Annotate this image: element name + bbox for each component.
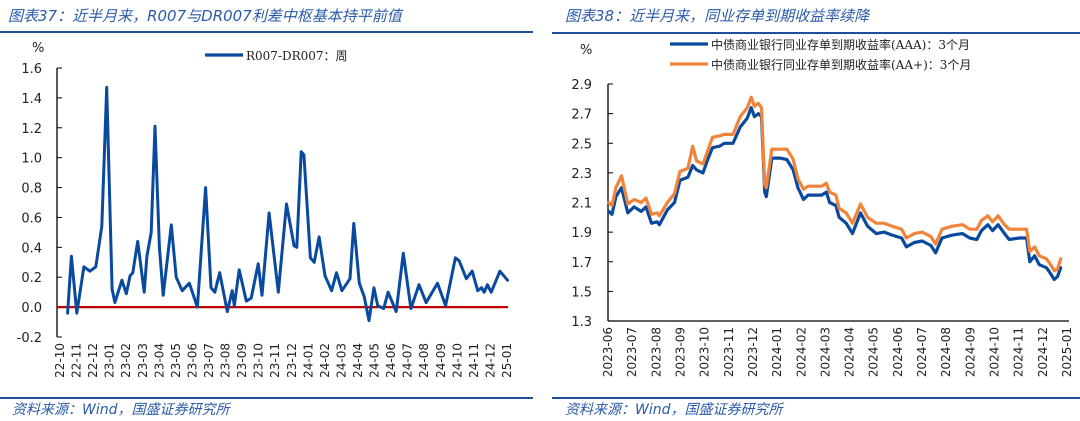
chart37-x-tick-label: 22-10 <box>53 343 67 378</box>
chart38-y-tick-label: 2.7 <box>571 108 592 123</box>
left-title-divider <box>0 31 533 33</box>
chart38-x-tick-label: 2023-08 <box>649 327 663 377</box>
chart38-x-tick-label: 2025-01 <box>1060 327 1074 377</box>
chart38-x-tick-label: 2023-09 <box>673 327 687 377</box>
chart37-x-tick-label: 23-02 <box>119 343 133 378</box>
chart37-y-tick-label: 0.0 <box>21 301 42 316</box>
chart37-legend-label-0: R007-DR007：周 <box>246 49 348 63</box>
chart37-x-tick-label: 23-07 <box>202 343 216 378</box>
chart37-x-tick-label: 24-06 <box>384 343 398 378</box>
chart38-series-line-0 <box>607 106 1063 282</box>
left-chart-title: 图表37：近半月来，R007与DR007利差中枢基本持平前值 <box>8 7 402 25</box>
chart37-y-tick-label: -0.2 <box>17 331 42 346</box>
chart37-x-tick-label: 24-12 <box>483 343 497 378</box>
chart38-y-tick-label: 1.7 <box>571 256 592 271</box>
chart38-x-tick-label: 2024-11 <box>1012 327 1026 377</box>
chart38-x-tick-label: 2023-11 <box>722 327 736 377</box>
chart37-y-tick-label: 1.6 <box>21 62 42 77</box>
chart38-y-tick-label: 1.3 <box>571 315 592 330</box>
chart38-legend-label-0: 中债商业银行同业存单到期收益率(AAA)：3个月 <box>711 37 970 52</box>
chart38-x-tick-label: 2024-08 <box>939 327 953 377</box>
chart37-x-tick-label: 24-05 <box>368 343 382 378</box>
chart37-x-tick-label: 24-01 <box>301 343 315 378</box>
chart38-y-tick-label: 1.9 <box>571 226 592 241</box>
chart38-x-tick-label: 2023-12 <box>746 327 760 377</box>
chart37-y-tick-label: 1.4 <box>21 92 42 107</box>
chart38-x-tick-label: 2024-03 <box>818 327 832 377</box>
chart38-series-line-1 <box>607 95 1063 273</box>
chart37-x-tick-label: 24-07 <box>401 343 415 378</box>
left-source-note: 资料来源：Wind，国盛证券研究所 <box>12 402 230 418</box>
chart38-y-tick-label: 2.3 <box>571 167 592 182</box>
chart38-x-tick-label: 2024-12 <box>1036 327 1050 377</box>
chart37-x-tick-label: 24-10 <box>450 343 464 378</box>
chart37-x-tick-label: 25-01 <box>500 343 514 378</box>
chart37-x-tick-label: 24-11 <box>467 343 481 378</box>
right-chart-title: 图表38：近半月来，同业存单到期收益率续降 <box>565 7 870 25</box>
chart37-y-tick-label: 0.8 <box>21 182 42 197</box>
chart38-y-tick-label: 2.1 <box>571 197 592 212</box>
chart37-x-tick-label: 24-09 <box>434 343 448 378</box>
chart38-x-tick-label: 2023-07 <box>625 327 639 377</box>
chart38-x-tick-label: 2024-01 <box>770 327 784 377</box>
chart37-x-tick-label: 23-03 <box>136 343 150 378</box>
chart37-x-tick-label: 24-04 <box>351 343 365 378</box>
chart37-x-tick-label: 23-10 <box>252 343 266 378</box>
chart37-y-tick-label: 1.2 <box>21 122 42 137</box>
chart38-y-tick-label: 2.9 <box>571 78 592 93</box>
chart38-y-tick-label: 1.5 <box>571 285 592 300</box>
chart37-x-tick-label: 23-12 <box>285 343 299 378</box>
chart37-x-tick-label: 24-02 <box>318 343 332 378</box>
chart38-legend-label-1: 中债商业银行同业存单到期收益率(AA+)：3个月 <box>711 57 971 72</box>
chart37-x-tick-label: 22-12 <box>86 343 100 378</box>
chart37-x-tick-label: 23-01 <box>103 343 117 378</box>
chart37-unit-label: % <box>32 41 44 56</box>
chart37-y-tick-label: 0.2 <box>21 271 42 286</box>
chart37-y-tick-label: 0.6 <box>21 211 42 226</box>
chart37-x-tick-label: 24-08 <box>417 343 431 378</box>
chart37-x-tick-label: 23-08 <box>219 343 233 378</box>
right-footer-divider <box>552 397 1080 399</box>
chart38-x-tick-label: 2024-05 <box>867 327 881 377</box>
chart37-series-line-0 <box>66 85 509 323</box>
chart38-unit-label: % <box>580 43 592 58</box>
chart38-y-tick-label: 2.5 <box>571 137 592 152</box>
right-source-note: 资料来源：Wind，国盛证券研究所 <box>565 402 783 418</box>
chart37-y-tick-label: 1.0 <box>21 152 42 167</box>
right-title-divider <box>552 32 1080 34</box>
chart37-x-tick-label: 23-11 <box>268 343 282 378</box>
chart38-x-tick-label: 2024-10 <box>988 327 1002 377</box>
chart37-x-tick-label: 22-11 <box>70 343 84 378</box>
chart37-x-tick-label: 23-05 <box>169 343 183 378</box>
chart37-x-tick-label: 23-04 <box>152 343 166 378</box>
chart38-x-tick-label: 2024-06 <box>891 327 905 377</box>
chart38-x-tick-label: 2023-06 <box>601 327 615 377</box>
chart38-x-tick-label: 2024-09 <box>963 327 977 377</box>
chart38-x-tick-label: 2024-02 <box>794 327 808 377</box>
chart37-x-tick-label: 23-09 <box>235 343 249 378</box>
chart37-x-tick-label: 24-03 <box>334 343 348 378</box>
chart38-x-tick-label: 2024-07 <box>915 327 929 377</box>
chart37-x-tick-label: 23-06 <box>185 343 199 378</box>
left-footer-divider <box>0 397 533 399</box>
chart38-x-tick-label: 2024-04 <box>843 327 857 377</box>
chart37-y-tick-label: 0.4 <box>21 241 42 256</box>
chart38-x-tick-label: 2023-10 <box>698 327 712 377</box>
